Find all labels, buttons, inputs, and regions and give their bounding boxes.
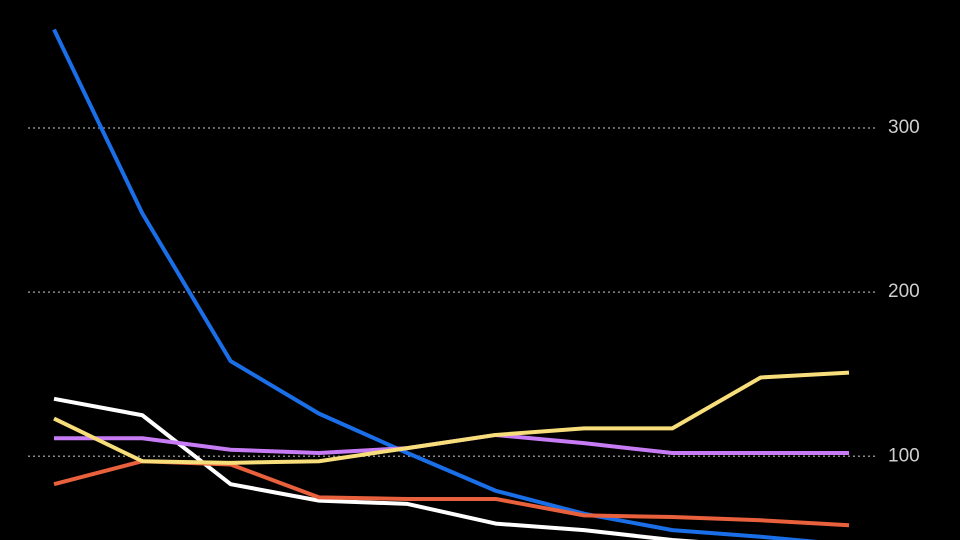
- y-tick-label: 200: [888, 281, 920, 302]
- y-tick-label: 300: [888, 117, 920, 138]
- series-line: [53, 396, 700, 540]
- series-line: [53, 370, 850, 465]
- series-line: [52, 28, 818, 540]
- y-tick-label: 100: [888, 445, 920, 466]
